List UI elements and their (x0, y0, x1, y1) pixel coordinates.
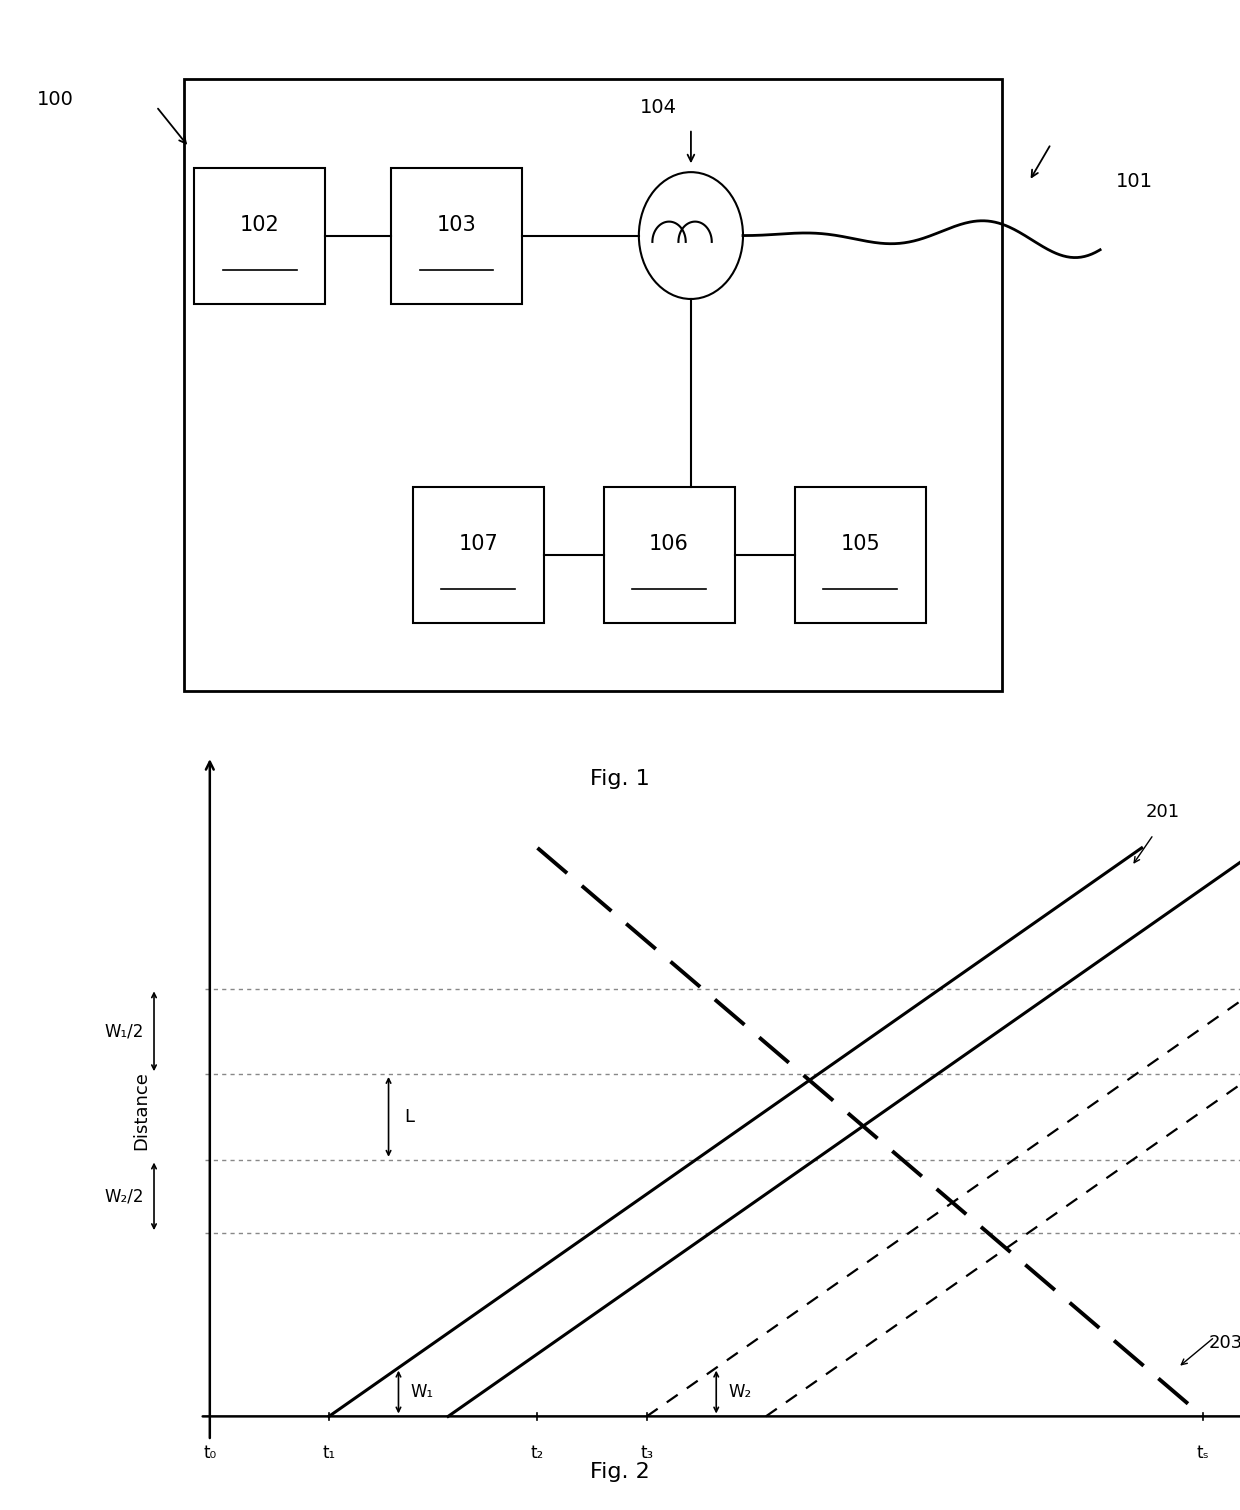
Text: 201: 201 (1146, 803, 1179, 821)
Text: Fig. 2: Fig. 2 (590, 1462, 650, 1483)
Text: W₁/2: W₁/2 (104, 1022, 144, 1040)
Polygon shape (391, 168, 522, 304)
Text: 102: 102 (241, 214, 280, 234)
Text: 105: 105 (841, 535, 880, 554)
Polygon shape (413, 486, 543, 622)
Polygon shape (604, 486, 734, 622)
Text: tₛ: tₛ (1197, 1444, 1209, 1462)
Text: 203: 203 (1209, 1333, 1240, 1351)
Text: W₂: W₂ (729, 1383, 751, 1401)
Text: 101: 101 (1116, 172, 1153, 190)
Text: t₃: t₃ (640, 1444, 653, 1462)
Text: 106: 106 (650, 535, 689, 554)
Circle shape (639, 172, 743, 299)
Text: 103: 103 (436, 214, 476, 234)
Text: t₂: t₂ (531, 1444, 544, 1462)
Text: t₁: t₁ (322, 1444, 336, 1462)
Text: Distance: Distance (133, 1071, 150, 1151)
Text: 104: 104 (640, 98, 677, 116)
Text: 100: 100 (37, 91, 74, 109)
Text: 107: 107 (459, 535, 498, 554)
Text: Fig. 1: Fig. 1 (590, 769, 650, 790)
Text: W₁: W₁ (410, 1383, 434, 1401)
Polygon shape (795, 486, 925, 622)
Text: t₀: t₀ (203, 1444, 217, 1462)
Text: W₂/2: W₂/2 (104, 1187, 144, 1205)
Text: L: L (404, 1108, 414, 1126)
Polygon shape (195, 168, 325, 304)
